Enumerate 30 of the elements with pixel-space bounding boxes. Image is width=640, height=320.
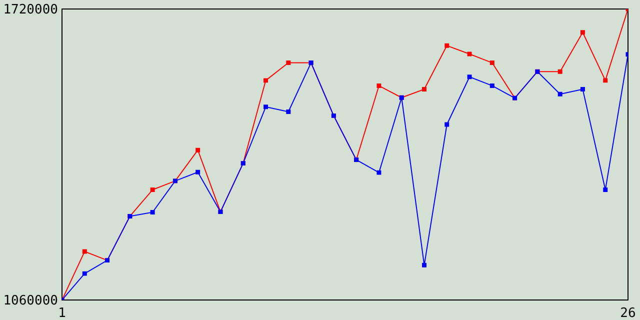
point [490,60,494,66]
point [150,188,155,192]
point [558,92,562,96]
x-tick-label: 1 [58,306,66,320]
point [82,271,87,276]
point [558,69,562,74]
point [422,262,426,268]
point [444,43,450,48]
point [444,122,450,127]
point [376,83,382,88]
point [82,249,87,254]
point [264,78,268,83]
point [580,30,585,35]
point [467,52,472,56]
point [422,87,426,92]
point [376,170,382,175]
point [603,78,608,83]
point [603,188,608,192]
point [286,110,291,114]
point [150,210,155,214]
y-tick-label: 1720000 [3,2,58,18]
y-tick-label: 1060000 [3,294,58,309]
point [196,148,200,152]
point [490,83,494,88]
point [196,170,200,174]
point [264,104,268,110]
point [580,87,585,92]
point [286,60,291,66]
point [467,74,472,80]
x-tick-label: 26 [620,306,636,320]
